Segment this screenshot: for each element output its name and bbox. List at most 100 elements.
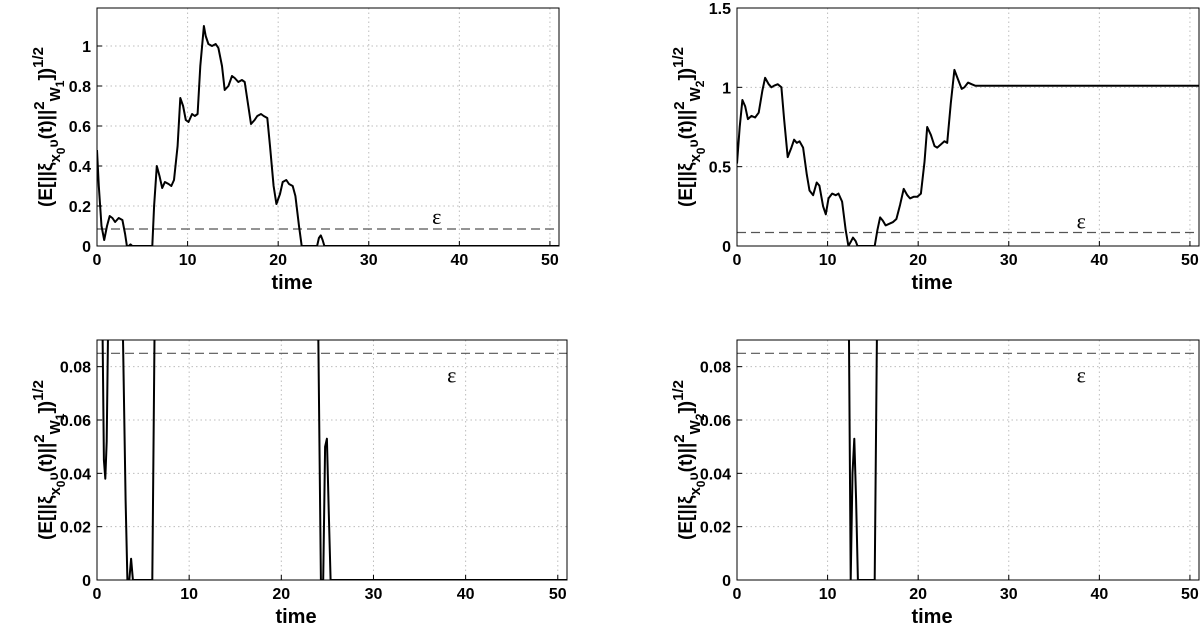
y-tick-label: 0.08 bbox=[60, 360, 91, 377]
epsilon-label: ε bbox=[1077, 363, 1086, 388]
ylabel-sup: 1/2 bbox=[30, 380, 47, 401]
ylabel-sup: 2 bbox=[31, 101, 48, 109]
ylabel-sub: 0 bbox=[54, 147, 68, 154]
x-tick-label: 50 bbox=[1181, 252, 1199, 269]
x-tick-label: 20 bbox=[272, 586, 290, 603]
subplot-3: 0 10 20 30 40 5000.020.040.060.08time(E[||ξx0… bbox=[30, 339, 568, 625]
x-tick-label: 50 bbox=[549, 586, 567, 603]
ylabel-sup: 1/2 bbox=[670, 380, 687, 401]
ylabel-part: ]) bbox=[676, 68, 697, 81]
y-tick-label: 0.4 bbox=[69, 159, 91, 176]
ylabel-sub: υ bbox=[685, 139, 701, 147]
x-tick-label: 20 bbox=[909, 252, 927, 269]
ylabel-sup: 2 bbox=[671, 434, 688, 442]
x-tick-label: 0 bbox=[733, 586, 742, 603]
subplot-4: 0 10 20 30 40 5000.020.040.060.08time(E[||ξx0… bbox=[670, 339, 1200, 625]
y-tick-label: 0.2 bbox=[69, 199, 91, 216]
epsilon-label: ε bbox=[432, 204, 441, 229]
ylabel-part: ]) bbox=[36, 401, 57, 414]
subplot-2: 0 10 20 30 40 5000.511.5time(E[||ξx0υ(t)||2W2… bbox=[670, 1, 1200, 294]
x-tick-label: 40 bbox=[457, 586, 475, 603]
ylabel-part: (E[||ξ bbox=[676, 162, 697, 207]
y-tick-label: 0.06 bbox=[700, 413, 731, 430]
y-tick-label: 0.08 bbox=[700, 360, 731, 377]
ylabel-sub: W bbox=[687, 419, 704, 434]
ylabel-sub: x bbox=[47, 154, 64, 163]
x-tick-label: 0 bbox=[93, 586, 102, 603]
x-tick-label: 50 bbox=[1181, 586, 1199, 603]
ylabel-part: (E[||ξ bbox=[36, 495, 57, 540]
ylabel-sup: 2 bbox=[671, 101, 688, 109]
y-tick-label: 0 bbox=[82, 573, 91, 590]
ylabel-sub: W bbox=[687, 86, 704, 101]
ylabel-part: (t)|| bbox=[676, 443, 697, 473]
ylabel-sub: υ bbox=[45, 139, 61, 147]
ylabel-part: (E[||ξ bbox=[36, 162, 57, 207]
ylabel-sub: υ bbox=[45, 472, 61, 480]
y-tick-label: 0.02 bbox=[700, 520, 731, 537]
y-tick-label: 0 bbox=[722, 239, 731, 256]
x-tick-label: 30 bbox=[1000, 252, 1018, 269]
x-tick-label: 10 bbox=[819, 586, 837, 603]
x-tick-label: 40 bbox=[1090, 252, 1108, 269]
y-tick-label: 0.6 bbox=[69, 119, 91, 136]
x-tick-label: 30 bbox=[1000, 586, 1018, 603]
y-tick-label: 0.5 bbox=[709, 160, 731, 177]
ylabel-sub: 0 bbox=[694, 147, 708, 154]
x-tick-label: 10 bbox=[180, 586, 198, 603]
x-tick-label: 0 bbox=[733, 252, 742, 269]
series-line bbox=[97, 25, 559, 246]
ylabel-sup: 1/2 bbox=[30, 47, 47, 68]
x-tick-label: 0 bbox=[93, 252, 102, 269]
x-tick-label: 40 bbox=[1090, 586, 1108, 603]
ylabel-sub: W bbox=[47, 419, 64, 434]
ylabel-sub: 0 bbox=[694, 480, 708, 487]
ylabel-part: (t)|| bbox=[36, 443, 57, 473]
ylabel-part: (t)|| bbox=[36, 110, 57, 140]
ylabel-part: ]) bbox=[676, 401, 697, 414]
ylabel-sup: 1/2 bbox=[670, 47, 687, 68]
y-tick-label: 0.06 bbox=[60, 413, 91, 430]
x-axis-label: time bbox=[271, 272, 312, 294]
x-axis-label: time bbox=[275, 606, 316, 625]
ylabel-sub: W bbox=[47, 86, 64, 101]
y-tick-label: 1.5 bbox=[709, 1, 731, 18]
x-tick-label: 30 bbox=[360, 252, 378, 269]
x-tick-label: 10 bbox=[179, 252, 197, 269]
ylabel-sub: 2 bbox=[693, 413, 707, 420]
axes-frame bbox=[96, 7, 560, 247]
ylabel-sub: 1 bbox=[53, 80, 67, 87]
ylabel-sub: 1 bbox=[53, 413, 67, 420]
ylabel-sup: 2 bbox=[31, 434, 48, 442]
y-tick-label: 1 bbox=[722, 80, 731, 97]
ylabel-sub: 2 bbox=[693, 80, 707, 87]
y-tick-label: 0.04 bbox=[60, 466, 91, 483]
ylabel-sub: x bbox=[47, 487, 64, 496]
axes-frame bbox=[736, 339, 1200, 581]
x-tick-label: 20 bbox=[909, 586, 927, 603]
series-line bbox=[847, 340, 878, 580]
ylabel-sub: υ bbox=[685, 472, 701, 480]
y-tick-label: 0.02 bbox=[60, 520, 91, 537]
ylabel-part: ]) bbox=[36, 68, 57, 81]
x-tick-label: 10 bbox=[819, 252, 837, 269]
x-axis-label: time bbox=[911, 272, 952, 294]
y-axis-label: (E[||ξx0υ(t)||2W1])1/2 bbox=[30, 380, 68, 540]
x-tick-label: 30 bbox=[365, 586, 383, 603]
axes-frame bbox=[736, 7, 1200, 247]
epsilon-label: ε bbox=[447, 363, 456, 388]
x-tick-label: 20 bbox=[269, 252, 287, 269]
ylabel-part: (E[||ξ bbox=[676, 495, 697, 540]
ylabel-part: (t)|| bbox=[676, 110, 697, 140]
y-tick-label: 0 bbox=[82, 239, 91, 256]
series-line bbox=[101, 340, 567, 580]
ylabel-sub: 0 bbox=[54, 480, 68, 487]
x-axis-label: time bbox=[911, 606, 952, 625]
epsilon-label: ε bbox=[1077, 209, 1086, 234]
y-tick-label: 0.04 bbox=[700, 466, 731, 483]
y-axis-label: (E[||ξx0υ(t)||2W2])1/2 bbox=[670, 47, 708, 207]
x-tick-label: 40 bbox=[450, 252, 468, 269]
y-tick-label: 1 bbox=[82, 39, 91, 56]
axes-frame bbox=[96, 339, 568, 581]
